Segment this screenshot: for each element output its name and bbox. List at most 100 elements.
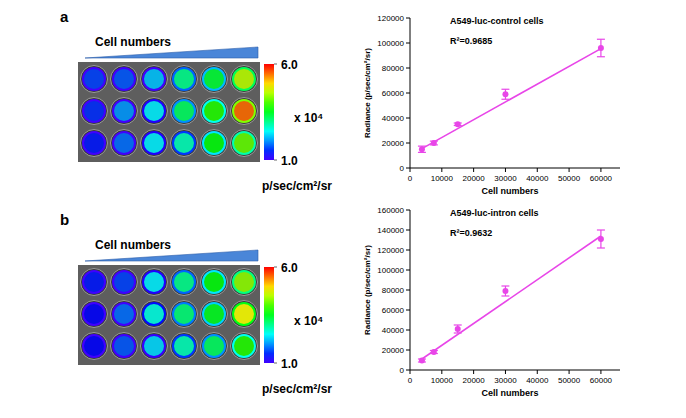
well bbox=[231, 130, 258, 157]
error-cap bbox=[501, 295, 509, 296]
y-tick-label: 80000 bbox=[382, 286, 405, 295]
y-tick-label: 20000 bbox=[382, 139, 405, 148]
y-tick bbox=[406, 270, 410, 271]
well-signal bbox=[143, 335, 165, 357]
y-tick bbox=[406, 330, 410, 331]
well bbox=[81, 66, 108, 93]
error-bar bbox=[501, 286, 509, 296]
well bbox=[201, 98, 228, 125]
well-signal bbox=[233, 132, 255, 154]
heatmap-panel: bCell numbers1.06.0x 10⁴p/sec/cm²/sr bbox=[60, 211, 332, 396]
well-signal bbox=[143, 271, 165, 293]
well-signal bbox=[113, 132, 135, 154]
well bbox=[111, 301, 138, 328]
well-signal bbox=[173, 100, 195, 122]
well bbox=[231, 98, 258, 125]
x-tick bbox=[600, 168, 601, 172]
well bbox=[81, 301, 108, 328]
x-tick bbox=[600, 370, 601, 374]
x-tick bbox=[537, 370, 538, 374]
well bbox=[171, 269, 198, 296]
x-tick-label: 10000 bbox=[431, 376, 454, 385]
well-signal bbox=[173, 68, 195, 90]
point bbox=[455, 326, 461, 332]
error-cap bbox=[501, 285, 509, 286]
plot-area bbox=[418, 39, 605, 152]
y-tick-label: 20000 bbox=[382, 346, 405, 355]
x-tick-label: 40000 bbox=[526, 376, 549, 385]
x-tick-label: 0 bbox=[408, 174, 413, 183]
heatmap-panel: aCell numbers1.06.0x 10⁴p/sec/cm²/sr bbox=[60, 8, 332, 193]
well bbox=[141, 269, 168, 296]
error-cap bbox=[597, 247, 605, 248]
well-signal bbox=[83, 68, 105, 90]
well bbox=[201, 301, 228, 328]
y-tick bbox=[406, 210, 410, 211]
well bbox=[81, 333, 108, 360]
y-tick-label: 40000 bbox=[382, 114, 405, 123]
x-tick bbox=[410, 168, 411, 172]
colorbar-tick-label: 6.0 bbox=[281, 58, 298, 72]
well bbox=[201, 269, 228, 296]
figure: aCell numbers1.06.0x 10⁴p/sec/cm²/sr0200… bbox=[0, 0, 686, 418]
well-signal bbox=[173, 303, 195, 325]
well-signal bbox=[233, 271, 255, 293]
x-label: Cell numbers bbox=[95, 35, 171, 49]
y-tick bbox=[406, 230, 410, 231]
well-signal bbox=[113, 100, 135, 122]
y-tick-label: 120000 bbox=[377, 246, 404, 255]
well-signal bbox=[233, 335, 255, 357]
y-tick-label: 0 bbox=[400, 366, 405, 375]
x-tick-label: 10000 bbox=[431, 174, 454, 183]
well-signal bbox=[203, 100, 225, 122]
well-signal bbox=[233, 68, 255, 90]
x-tick bbox=[569, 370, 570, 374]
x-label: Cell numbers bbox=[481, 186, 538, 196]
well-signal bbox=[203, 303, 225, 325]
plate bbox=[78, 62, 260, 162]
scatter-panel: 0200004000060000800001000001200000100002… bbox=[363, 14, 620, 196]
y-tick bbox=[406, 118, 410, 119]
x-tick bbox=[410, 370, 411, 374]
scatter-panel: 0200004000060000800001000001200001400001… bbox=[363, 206, 620, 398]
colorbar-multiplier: x 10⁴ bbox=[294, 314, 323, 328]
y-tick bbox=[406, 143, 410, 144]
x-tick-label: 20000 bbox=[463, 376, 486, 385]
y-tick-label: 60000 bbox=[382, 89, 405, 98]
x-tick bbox=[441, 370, 442, 374]
x-tick bbox=[505, 168, 506, 172]
well-signal bbox=[173, 335, 195, 357]
point bbox=[455, 121, 461, 127]
error-bar bbox=[597, 230, 605, 248]
y-tick bbox=[406, 370, 410, 371]
well bbox=[231, 301, 258, 328]
well-signal bbox=[203, 132, 225, 154]
well bbox=[201, 333, 228, 360]
x-tick bbox=[473, 370, 474, 374]
well bbox=[81, 130, 108, 157]
well bbox=[141, 130, 168, 157]
well bbox=[111, 333, 138, 360]
y-tick bbox=[406, 93, 410, 94]
title: A549-luc-control cells bbox=[450, 16, 544, 26]
y-label: Radiance (p/sec/cm²/sr) bbox=[363, 245, 372, 335]
gradient-wedge bbox=[85, 47, 258, 58]
well bbox=[231, 66, 258, 93]
colorbar-tick-label: 1.0 bbox=[281, 154, 298, 168]
x-tick bbox=[569, 168, 570, 172]
y-tick bbox=[406, 168, 410, 169]
well-signal bbox=[203, 68, 225, 90]
x-tick-label: 50000 bbox=[558, 174, 581, 183]
x-tick-label: 30000 bbox=[494, 174, 517, 183]
colorbar-unit: p/sec/cm²/sr bbox=[262, 382, 332, 396]
fit-line bbox=[422, 236, 601, 359]
y-tick-label: 60000 bbox=[382, 306, 405, 315]
well bbox=[141, 66, 168, 93]
point bbox=[502, 91, 508, 97]
colorbar bbox=[264, 267, 274, 363]
well bbox=[231, 333, 258, 360]
gradient-wedge bbox=[85, 250, 258, 261]
well bbox=[231, 269, 258, 296]
error-bar bbox=[501, 89, 509, 99]
y-tick bbox=[406, 350, 410, 351]
